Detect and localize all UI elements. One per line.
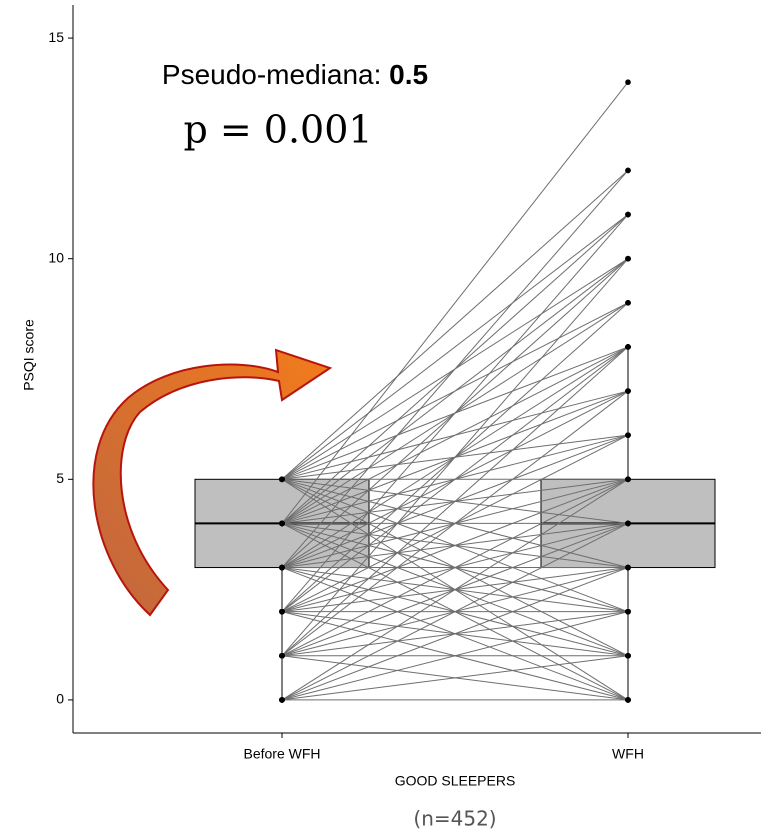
- point: [625, 388, 631, 394]
- pair-line: [281, 258, 629, 480]
- pair-line: [281, 567, 629, 701]
- point: [279, 520, 285, 527]
- x-tick-label: WFH: [612, 746, 644, 762]
- pair-line: [281, 478, 629, 613]
- point: [279, 564, 285, 571]
- pair-line: [281, 214, 629, 480]
- x-tick-label: Before WFH: [243, 746, 320, 762]
- point: [625, 564, 631, 571]
- subtitle: (n=452): [413, 807, 496, 831]
- pair-line: [281, 478, 629, 657]
- annotation: Pseudo-mediana: 0.5: [162, 59, 428, 90]
- point: [279, 652, 285, 659]
- x-axis-label: GOOD SLEEPERS: [395, 773, 516, 789]
- annotation-label: Pseudo-mediana:: [162, 59, 381, 90]
- pair-line: [281, 478, 629, 701]
- point: [625, 211, 631, 218]
- pair-line: [281, 170, 629, 480]
- point: [279, 608, 285, 615]
- pair-line: [281, 522, 629, 701]
- pair-line: [281, 478, 629, 524]
- pair-line: [281, 655, 629, 701]
- y-tick-label: 0: [56, 691, 64, 707]
- pair-line: [281, 434, 629, 480]
- point: [625, 167, 631, 174]
- y-tick-label: 5: [56, 470, 64, 486]
- pair-line: [281, 611, 629, 701]
- point: [625, 520, 631, 527]
- point: [625, 697, 631, 703]
- point: [625, 79, 631, 86]
- point: [625, 344, 631, 350]
- plot-area: 0 5 10 15 Before WFH WFH: [48, 5, 761, 762]
- point: [625, 652, 631, 659]
- point: [625, 300, 631, 306]
- decorative-arrow: [92, 348, 333, 617]
- y-tick-label: 15: [48, 29, 64, 45]
- point: [625, 476, 631, 483]
- point: [625, 432, 631, 438]
- y-axis-label: PSQI score: [21, 319, 37, 391]
- annotation-value: 0.5: [389, 59, 428, 90]
- point: [625, 255, 631, 262]
- point: [279, 697, 285, 703]
- point: [279, 476, 285, 483]
- pair-line: [281, 346, 629, 480]
- y-tick-label: 10: [48, 249, 64, 265]
- pair-line: [281, 478, 629, 569]
- pair-line: [281, 302, 629, 480]
- p-value: p = 0.001: [183, 108, 372, 152]
- point: [625, 608, 631, 615]
- pair-line: [281, 390, 629, 480]
